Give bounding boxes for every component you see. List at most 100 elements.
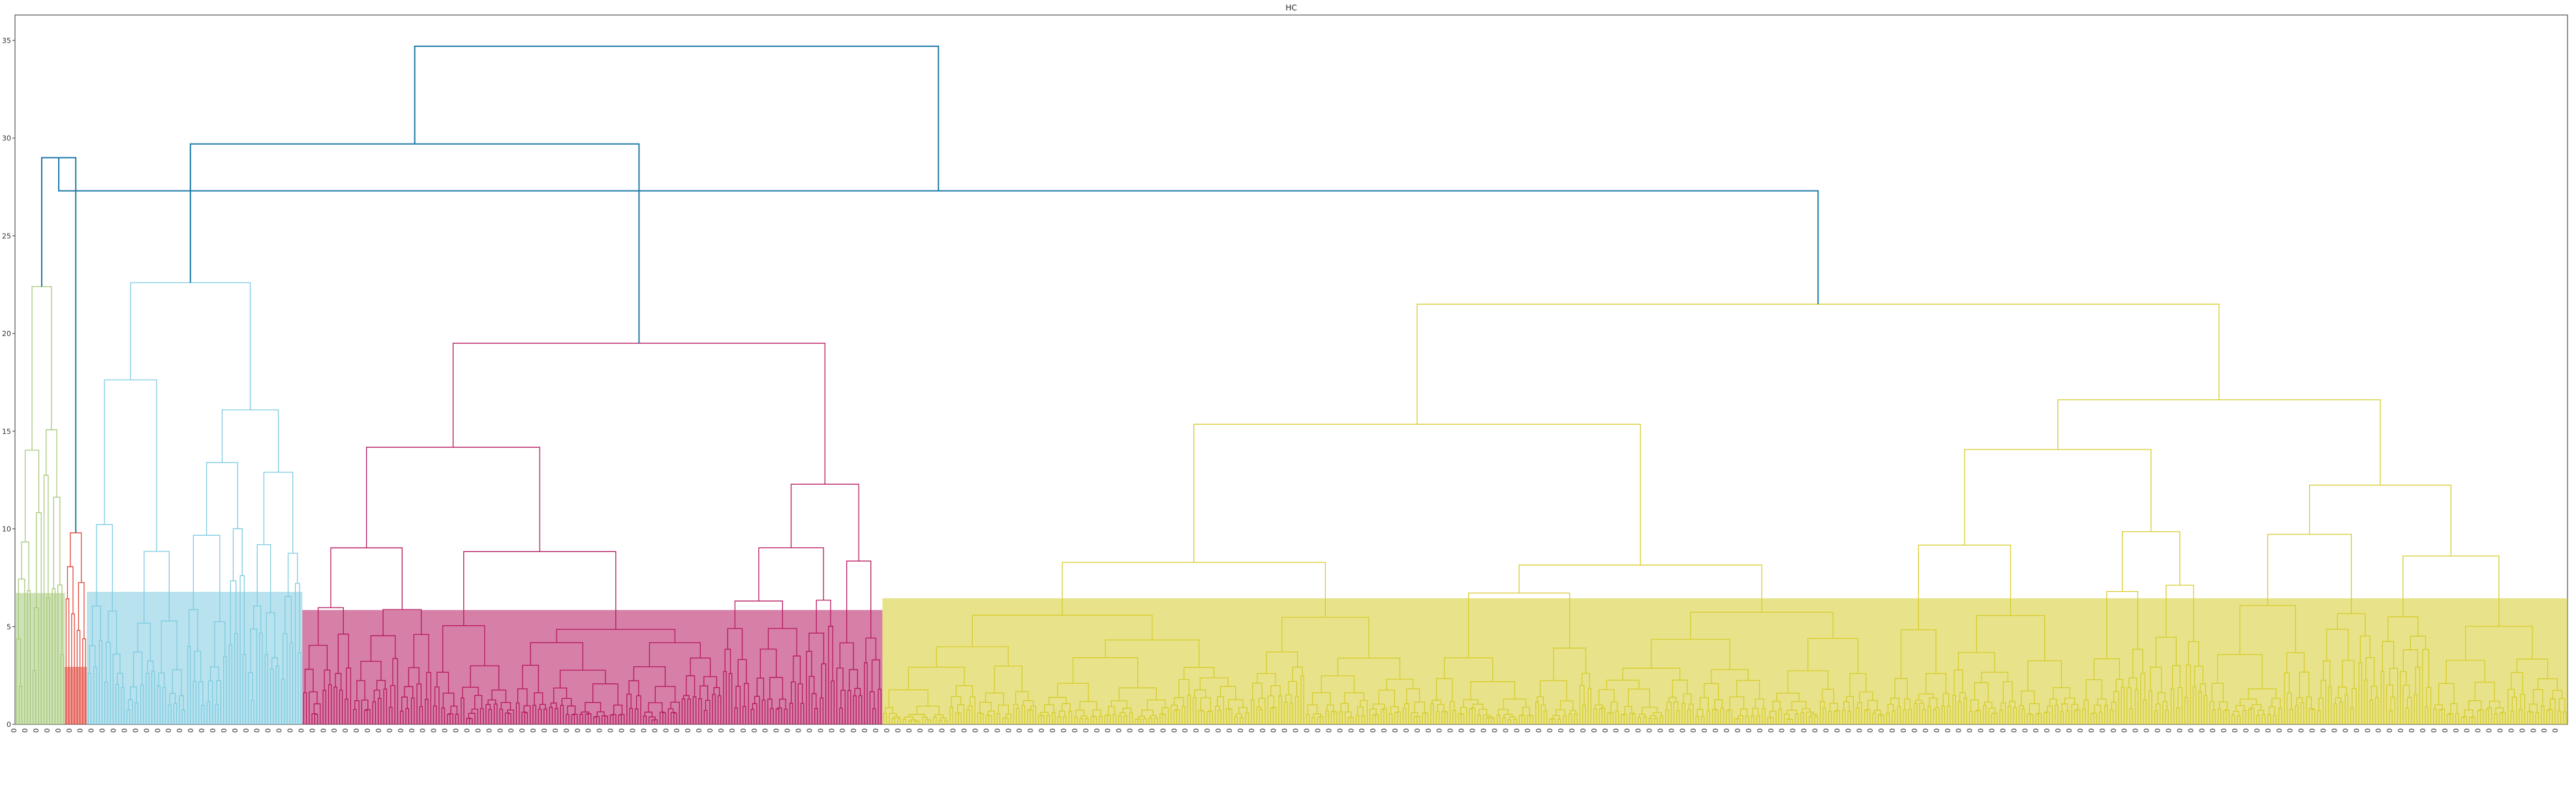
dendrogram-link <box>1452 709 1456 724</box>
dendrogram-link <box>1807 638 1859 674</box>
dendrogram-link <box>1136 718 1141 724</box>
dendrogram-link <box>2176 707 2180 724</box>
dendrogram-link <box>2478 709 2484 724</box>
top-link <box>189 143 640 344</box>
dendrogram-link <box>253 606 262 634</box>
dendrogram-link <box>1699 697 1709 711</box>
dendrogram-link <box>1138 716 1146 719</box>
dendrogram-link <box>626 694 632 724</box>
dendrogram-link <box>1460 707 1467 724</box>
leaf-tick-label: 0 <box>662 728 670 733</box>
dendrogram-link <box>2177 687 2183 724</box>
dendrogram-link <box>461 698 465 724</box>
dendrogram-link <box>1028 709 1034 724</box>
dendrogram-link <box>2092 713 2097 724</box>
dendrogram-link <box>2115 679 2124 692</box>
dendrogram-link <box>419 706 423 724</box>
dendrogram-link <box>1340 703 1349 712</box>
leaf-tick-label: 0 <box>827 728 836 733</box>
dendrogram-link <box>955 712 960 724</box>
dendrogram-link <box>604 715 608 724</box>
dendrogram-link <box>65 598 70 724</box>
dendrogram-link <box>2074 710 2078 724</box>
leaf-tick-label: 0 <box>507 728 515 733</box>
dendrogram-link <box>1606 679 1640 690</box>
dendrogram-link <box>1535 701 1539 724</box>
dendrogram-link <box>1482 715 1491 724</box>
dendrogram-link <box>2029 703 2040 714</box>
dendrogram-link <box>594 716 600 724</box>
leaf-tick-label: 0 <box>441 728 450 733</box>
leaf-tick-label: 0 <box>21 728 29 733</box>
dendrogram-link <box>869 691 875 724</box>
dendrogram-link <box>682 695 690 700</box>
dendrogram-link <box>1610 701 1618 713</box>
leaf-tick-label: 0 <box>2054 728 2062 733</box>
leaf-tick-label: 0 <box>1546 728 1554 733</box>
dendrogram-link <box>1954 669 1963 696</box>
dendrogram-link <box>1934 707 1940 724</box>
leaf-tick-label: 0 <box>1479 728 1488 733</box>
dendrogram-link <box>1058 711 1066 717</box>
dendrogram-link <box>2121 531 2181 592</box>
dendrogram-link <box>448 713 453 724</box>
dendrogram-link <box>1311 692 1331 705</box>
dendrogram-link <box>2489 700 2500 708</box>
dendrogram-link <box>1751 715 1755 724</box>
dendrogram-link <box>1637 716 1642 724</box>
leaf-tick-label: 0 <box>1700 728 1709 733</box>
dendrogram-link <box>1458 713 1464 724</box>
leaf-tick-label: 0 <box>2308 728 2317 733</box>
leaf-tick-label: 0 <box>1899 728 1908 733</box>
y-tick-label: 10 <box>2 525 11 534</box>
dendrogram-link <box>2235 705 2245 711</box>
dendrogram-link <box>1162 714 1167 724</box>
dendrogram-link <box>2406 697 2412 724</box>
leaf-tick-label: 0 <box>1181 728 1189 733</box>
leaf-tick-label: 0 <box>1778 728 1786 733</box>
leaf-tick-label: 0 <box>2330 728 2338 733</box>
dendrogram-link <box>2300 702 2305 724</box>
dendrogram-link <box>1005 713 1011 724</box>
dendrogram-link <box>1119 712 1126 716</box>
dendrogram-link <box>1649 715 1657 718</box>
leaf-tick-label: 0 <box>861 728 869 733</box>
leaf-tick-label: 0 <box>2220 728 2228 733</box>
dendrogram-link <box>816 600 831 634</box>
dendrogram-link <box>2352 688 2357 724</box>
leaf-tick-label: 0 <box>1723 728 1731 733</box>
leaf-tick-label: 0 <box>1248 728 1256 733</box>
leaf-tick-label: 0 <box>1469 728 1477 733</box>
leaf-tick-label: 0 <box>408 728 416 733</box>
dendrogram-link <box>1057 716 1062 724</box>
leaf-tick-label: 0 <box>297 728 305 733</box>
dendrogram-link <box>957 704 964 724</box>
dendrogram-link <box>1437 704 1445 712</box>
leaf-tick-label: 0 <box>2143 728 2151 733</box>
leaf-tick-label: 0 <box>1811 728 1820 733</box>
leaf-tick-label: 0 <box>1944 728 1952 733</box>
leaf-tick-label: 0 <box>2397 728 2405 733</box>
dendrogram-link <box>309 645 328 670</box>
y-tick-label: 35 <box>2 37 11 45</box>
dendrogram-link <box>1527 715 1532 724</box>
dendrogram-link <box>1681 703 1685 724</box>
dendrogram-link <box>383 688 388 724</box>
leaf-tick-label: 0 <box>1049 728 1057 733</box>
dendrogram-link <box>1752 707 1759 716</box>
leaf-tick-label: 0 <box>2507 728 2515 733</box>
dendrogram-link <box>172 669 182 696</box>
dendrogram-link <box>1643 716 1647 724</box>
dendrogram-link <box>1629 713 1634 724</box>
leaf-tick-label: 0 <box>1225 728 1234 733</box>
dendrogram-link <box>1696 709 1704 716</box>
dendrogram-link <box>1317 716 1321 724</box>
leaf-tick-label: 0 <box>651 728 659 733</box>
dendrogram-link <box>2109 709 2114 724</box>
dendrogram-link <box>352 709 357 724</box>
dendrogram-link <box>1552 715 1560 720</box>
leaf-tick-label: 0 <box>1490 728 1499 733</box>
leaf-tick-label: 0 <box>352 728 361 733</box>
dendrogram-link <box>2053 687 2070 700</box>
leaf-tick-label: 0 <box>1292 728 1300 733</box>
